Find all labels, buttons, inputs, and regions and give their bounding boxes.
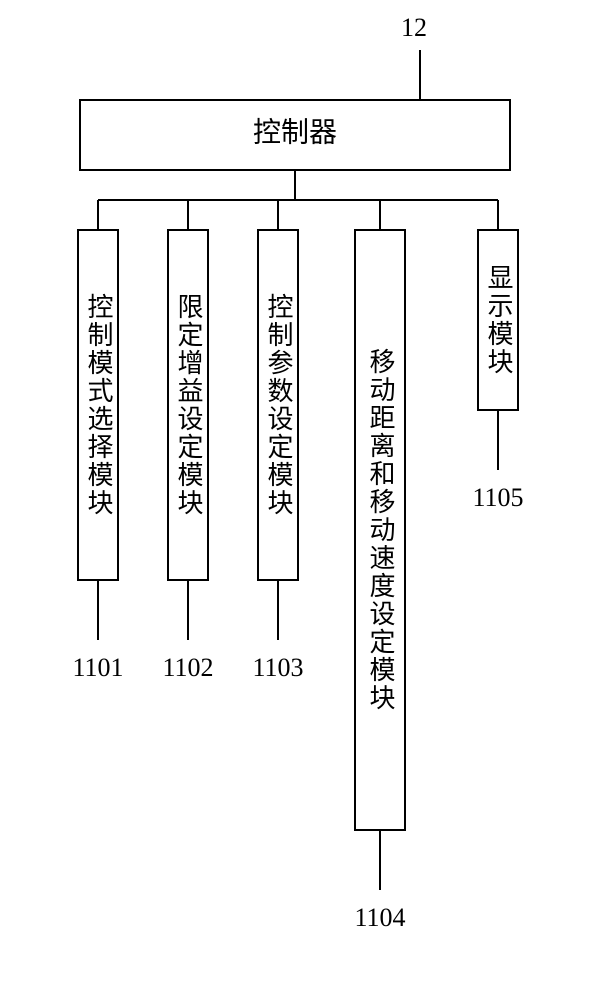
- label-1105: 1105: [472, 483, 523, 512]
- root-text: 控制器: [253, 116, 337, 148]
- text-1102: 限定增益设定模块: [168, 230, 208, 580]
- text-1105: 显示模块: [478, 230, 518, 410]
- text-1104: 移动距离和移动速度设定模块: [355, 230, 405, 830]
- label-1104: 1104: [354, 903, 405, 932]
- label-1102: 1102: [162, 653, 213, 682]
- text-1101: 控制模式选择模块: [78, 230, 118, 580]
- label-1103: 1103: [252, 653, 303, 682]
- text-1103: 控制参数设定模块: [258, 230, 298, 580]
- label-1101: 1101: [72, 653, 123, 682]
- root-label: 12: [401, 13, 427, 42]
- diagram-canvas: 控制器 12 控制模式选择模块 1101 限定增益设定模块 1102 控制参数设定模块 110…: [0, 0, 593, 1000]
